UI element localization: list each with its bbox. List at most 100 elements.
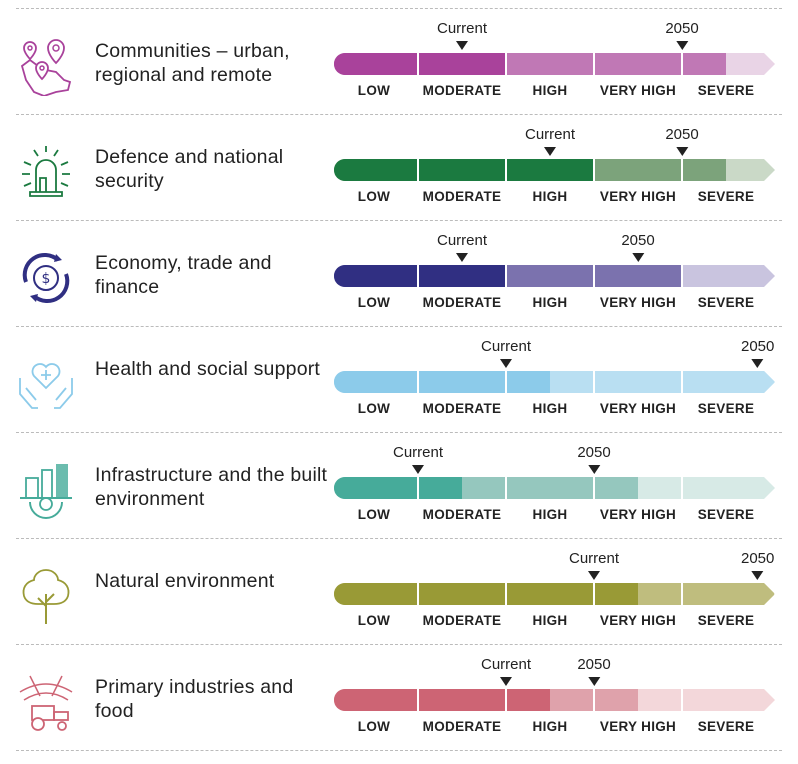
marker-triangle-icon	[412, 465, 424, 474]
marker-triangle-icon	[588, 465, 600, 474]
risk-scale: LOW MODERATE HIGH VERY HIGH SEVERE Current 205…	[334, 432, 782, 538]
marker-triangle-icon	[632, 253, 644, 262]
2050-marker: 2050	[741, 338, 774, 368]
marker-triangle-icon	[751, 571, 764, 580]
marker-label: Current	[392, 444, 444, 461]
marker-label: 2050	[740, 550, 775, 567]
level-divider	[505, 689, 507, 711]
level-label: VERY HIGH	[599, 189, 677, 204]
row-divider	[16, 644, 782, 645]
svg-text:$: $	[42, 271, 51, 287]
risk-row: $ Economy, trade and finance LOW MODERATE…	[16, 220, 782, 326]
risk-scale: LOW MODERATE HIGH VERY HIGH SEVERE Current 205…	[334, 326, 782, 432]
level-label: SEVERE	[697, 295, 755, 310]
risk-bar	[334, 689, 775, 711]
marker-label: 2050	[665, 20, 699, 37]
marker-label: Current	[436, 232, 488, 249]
bar-current-segment	[334, 689, 550, 711]
level-divider	[593, 583, 595, 605]
risk-row: Defence and national security LOW MODERAT…	[16, 114, 782, 220]
marker-triangle-icon	[456, 253, 468, 262]
level-divider	[417, 159, 419, 181]
row-title: Natural environment	[95, 570, 275, 592]
bar-current-segment	[334, 265, 506, 287]
level-label: MODERATE	[422, 83, 502, 98]
current-marker: Current	[437, 232, 487, 262]
marker-label: 2050	[665, 126, 699, 143]
marker-label: Current	[480, 656, 532, 673]
2050-marker: 2050	[577, 444, 611, 474]
risk-bar	[334, 583, 775, 605]
level-divider	[681, 689, 683, 711]
bar-current-segment	[334, 159, 594, 181]
risk-bar	[334, 265, 775, 287]
level-label: LOW	[357, 507, 391, 522]
row-title: Health and social support	[95, 358, 321, 380]
level-label: MODERATE	[422, 401, 502, 416]
row-title: Economy, trade and finance	[95, 252, 272, 298]
marker-triangle-icon	[500, 677, 512, 686]
marker-label: 2050	[621, 232, 655, 249]
level-divider	[505, 583, 507, 605]
2050-marker: 2050	[665, 126, 699, 156]
level-divider	[681, 53, 683, 75]
level-label: HIGH	[532, 83, 568, 98]
risk-bar	[334, 371, 775, 393]
level-label: VERY HIGH	[599, 613, 677, 628]
2050-marker: 2050	[741, 550, 774, 580]
level-label: HIGH	[532, 401, 568, 416]
level-label: LOW	[357, 401, 391, 416]
buildings-gear-icon	[20, 464, 72, 519]
level-divider	[417, 477, 419, 499]
marker-label: 2050	[577, 444, 611, 461]
marker-triangle-icon	[676, 41, 688, 50]
row-divider	[16, 220, 782, 221]
level-label: SEVERE	[697, 719, 755, 734]
risk-scale: LOW MODERATE HIGH VERY HIGH SEVERE Current 205…	[334, 538, 782, 644]
marker-label: 2050	[740, 338, 775, 355]
level-label: LOW	[357, 83, 391, 98]
level-label: VERY HIGH	[599, 295, 677, 310]
level-divider	[681, 477, 683, 499]
marker-label: Current	[480, 338, 532, 355]
current-marker: Current	[525, 126, 575, 156]
level-label: VERY HIGH	[599, 401, 677, 416]
level-divider	[593, 477, 595, 499]
bar-current-segment	[334, 477, 462, 499]
row-divider	[16, 114, 782, 115]
level-label: HIGH	[532, 507, 568, 522]
marker-triangle-icon	[751, 359, 764, 368]
tractor-icon	[19, 675, 73, 731]
level-divider	[593, 159, 595, 181]
level-divider	[681, 159, 683, 181]
level-divider	[505, 53, 507, 75]
marker-triangle-icon	[500, 359, 512, 368]
siren-icon	[22, 146, 70, 197]
bar-current-segment	[334, 371, 550, 393]
bar-current-segment	[334, 583, 638, 605]
row-divider	[16, 538, 782, 539]
marker-triangle-icon	[456, 41, 468, 50]
currency-cycle-icon: $	[22, 252, 70, 304]
current-marker: Current	[393, 444, 443, 474]
row-divider	[16, 8, 782, 9]
risk-bar	[334, 477, 775, 499]
risk-scale: LOW MODERATE HIGH VERY HIGH SEVERE Current 205…	[334, 644, 782, 750]
level-label: VERY HIGH	[599, 719, 677, 734]
level-divider	[593, 371, 595, 393]
level-label: MODERATE	[422, 189, 502, 204]
risk-row: Communities – urban, regional and remote…	[16, 8, 782, 114]
level-label: VERY HIGH	[599, 83, 677, 98]
level-label: LOW	[357, 295, 391, 310]
risk-row: Health and social support LOW MODERATE HIG…	[16, 326, 782, 432]
level-divider	[417, 53, 419, 75]
level-divider	[593, 53, 595, 75]
level-label: LOW	[357, 613, 391, 628]
level-label: SEVERE	[697, 401, 755, 416]
level-divider	[681, 583, 683, 605]
marker-triangle-icon	[588, 571, 600, 580]
row-title: Primary industries and food	[95, 676, 294, 722]
risk-scale: LOW MODERATE HIGH VERY HIGH SEVERE Current 205…	[334, 114, 782, 220]
level-divider	[505, 265, 507, 287]
row-title: Infrastructure and the built environment	[95, 464, 328, 510]
